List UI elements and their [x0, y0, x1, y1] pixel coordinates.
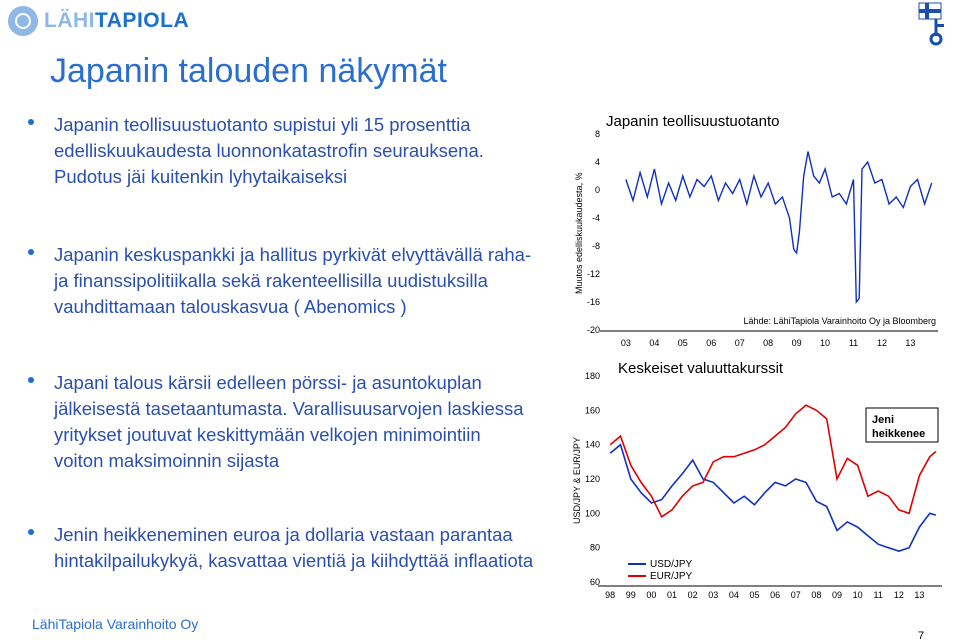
- chart1-x-tick: 04: [649, 338, 659, 348]
- bullet-text: Jenin heikkeneminen euroa ja dollaria va…: [54, 524, 534, 571]
- chart1-y-tick: -12: [587, 269, 600, 279]
- chart1-x-tick: 05: [678, 338, 688, 348]
- chart2-x-tick: 99: [626, 590, 636, 600]
- flag-key-icon: [918, 2, 944, 46]
- chart1-ylabel: Muutos edelliskuukaudesta, %: [574, 172, 584, 294]
- chart2-x-tick: 08: [811, 590, 821, 600]
- bullet-dot-icon: [28, 249, 34, 255]
- chart2-x-tick: 02: [688, 590, 698, 600]
- chart1-y-tick: -8: [592, 241, 600, 251]
- chart1-y-tick: 4: [595, 157, 600, 167]
- chart2-x-tick: 00: [646, 590, 656, 600]
- bullet-dot-icon: [28, 377, 34, 383]
- chart2-x-tick: 13: [914, 590, 924, 600]
- logo-symbol-icon: [8, 6, 38, 36]
- bullet-dot-icon: [28, 529, 34, 535]
- chart2-x-tick: 11: [874, 590, 883, 600]
- chart1-source: Lähde: LähiTapiola Varainhoito Oy ja Blo…: [744, 316, 936, 326]
- chart2-y-tick: 160: [585, 405, 600, 415]
- chart1-y-tick: 8: [595, 129, 600, 139]
- industrial-production-chart: Japanin teollisuustuotanto Muutos edelli…: [574, 113, 939, 348]
- chart2-x-tick: 03: [708, 590, 718, 600]
- bullet-text: Japanin teollisuustuotanto supistui yli …: [54, 114, 484, 187]
- chart1-x-tick: 08: [763, 338, 773, 348]
- chart1-x-tick: 09: [792, 338, 802, 348]
- slide-title: Japanin talouden näkymät: [50, 52, 447, 90]
- chart2-x-tick: 05: [749, 590, 759, 600]
- page-number: 7: [918, 630, 925, 642]
- chart2-x-tick: 09: [832, 590, 842, 600]
- chart1-x-tick: 07: [735, 338, 745, 348]
- chart1-x-tick: 03: [621, 338, 631, 348]
- chart2-x-tick: 98: [605, 590, 615, 600]
- chart1-x-tick: 11: [849, 338, 858, 348]
- legend-usd-label: USD/JPY: [650, 559, 693, 570]
- chart1-y-tick: 0: [595, 185, 600, 195]
- chart2-x-tick: 12: [894, 590, 904, 600]
- chart2-annotation-box: [865, 407, 939, 443]
- chart2-x-tick: 04: [729, 590, 739, 600]
- chart2-ylabel: USD/JPY & EUR/JPY: [572, 437, 582, 524]
- chart2-y-tick: 140: [585, 440, 600, 450]
- chart1-y-tick: -16: [587, 297, 600, 307]
- bullet-text: Japani talous kärsii edelleen pörssi- ja…: [54, 372, 524, 471]
- chart1-x-tick: 13: [905, 338, 915, 348]
- legend-eur-label: EUR/JPY: [650, 571, 693, 582]
- chart2-y-tick: 180: [585, 371, 600, 381]
- chart1-x-tick: 12: [877, 338, 887, 348]
- chart2-y-tick: 120: [585, 474, 600, 484]
- chart1-x-tick: 10: [820, 338, 830, 348]
- chart2-eur-line: [609, 404, 937, 518]
- bullet-text: Japanin keskuspankki ja hallitus pyrkivä…: [54, 244, 532, 317]
- chart1-series-line: [625, 151, 933, 304]
- brand-logo: LÄHITAPIOLA: [8, 4, 189, 38]
- chart2-usd-line: [609, 443, 937, 552]
- chart2-annotation-line2: heikkenee: [872, 428, 925, 440]
- chart2-y-tick: 60: [590, 577, 600, 587]
- chart1-title: Japanin teollisuustuotanto: [606, 113, 779, 130]
- chart2-annotation-line1: Jeni: [872, 414, 894, 426]
- chart2-y-tick: 100: [585, 508, 600, 518]
- chart2-x-tick: 01: [667, 590, 677, 600]
- chart2-y-tick: 80: [590, 543, 600, 553]
- bullet-dot-icon: [28, 119, 34, 125]
- logo-text: LÄHITAPIOLA: [44, 9, 190, 32]
- chart1-y-tick: -4: [592, 213, 600, 223]
- chart2-x-tick: 10: [853, 590, 863, 600]
- footer-company: LähiTapiola Varainhoito Oy: [32, 616, 199, 632]
- chart2-x-tick: 06: [770, 590, 780, 600]
- chart1-y-tick: -20: [587, 325, 600, 335]
- exchange-rates-chart: Keskeiset valuuttakurssit USD/JPY & EUR/…: [572, 360, 942, 600]
- chart1-x-tick: 06: [706, 338, 716, 348]
- chart2-x-tick: 07: [791, 590, 801, 600]
- chart2-title: Keskeiset valuuttakurssit: [618, 360, 784, 377]
